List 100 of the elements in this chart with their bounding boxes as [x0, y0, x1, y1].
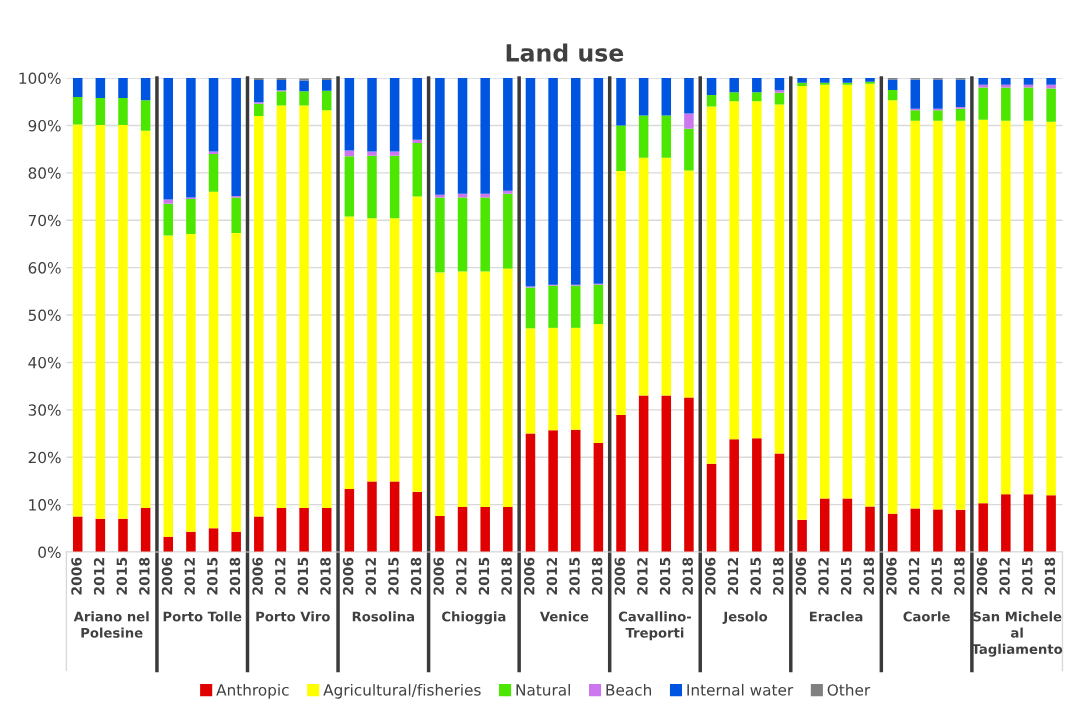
x-tick-label: 2015 [569, 557, 580, 595]
bar [593, 284, 604, 325]
x-tick-label: 2012 [365, 558, 377, 595]
x-tick-label: 2018 [320, 557, 331, 595]
bar [276, 105, 287, 508]
bar [503, 78, 513, 191]
bar [208, 78, 219, 152]
bar [638, 157, 649, 396]
text: Rosolina [352, 611, 415, 622]
y-tick-label: 50% [28, 309, 61, 322]
x-tick-label: 2015 [750, 557, 761, 595]
bar [955, 79, 966, 107]
bar [910, 120, 921, 509]
x-tick-label: 2015 [388, 557, 399, 595]
bar [774, 453, 785, 553]
bar [865, 506, 875, 553]
bar [72, 124, 83, 517]
x-tick-label: 2015 [1022, 557, 1033, 595]
bar [367, 481, 377, 553]
bar [231, 197, 241, 234]
text: Ariano nel Polesine [73, 611, 149, 638]
bar [276, 91, 287, 106]
bar [729, 92, 739, 102]
x-tick-label: 2015 [840, 557, 852, 595]
bar [72, 78, 83, 97]
bar [344, 78, 355, 151]
bar [95, 124, 106, 519]
bar [299, 80, 309, 92]
legend-label: Anthropic [216, 683, 289, 699]
bar [72, 516, 83, 553]
legend-label: Other [827, 683, 871, 696]
x-tick-label: 2006 [886, 557, 897, 595]
bar [503, 268, 513, 508]
y-tick-label: 10% [29, 499, 61, 511]
legend-label: Agricultural/fisheries [323, 683, 481, 699]
text: Porto Tolle [163, 611, 242, 622]
bar [548, 327, 558, 431]
bar [706, 95, 717, 107]
y-tick-label: 60% [28, 262, 61, 274]
bar [548, 430, 558, 553]
bar [344, 156, 355, 217]
bar [570, 78, 581, 285]
bar [503, 193, 513, 269]
bar [254, 79, 264, 103]
bar [684, 78, 694, 114]
bar [706, 463, 717, 553]
x-tick-label: 2006 [71, 557, 82, 595]
bar [321, 110, 332, 508]
text: Chioggia [442, 611, 506, 625]
bar [480, 271, 490, 508]
x-tick-label: 2012 [999, 558, 1010, 595]
x-tick-label: 2006 [342, 557, 354, 595]
bar [978, 503, 988, 553]
bar [616, 78, 626, 126]
chart-title: Land use [506, 43, 624, 62]
x-tick-label: 2018 [139, 557, 150, 595]
bar [570, 429, 581, 553]
x-tick-label: 2018 [1044, 557, 1056, 595]
text: Jesolo [722, 611, 768, 624]
bar [118, 78, 128, 98]
x-tick-label: 2012 [908, 558, 920, 595]
x-tick-label: 2012 [818, 558, 829, 595]
bar [548, 78, 558, 285]
bar [231, 78, 241, 197]
bar [797, 519, 807, 553]
bar [140, 130, 151, 508]
bar [389, 481, 400, 553]
bar [752, 92, 762, 102]
x-tick-label: 2012 [546, 558, 558, 595]
bar [1001, 87, 1011, 121]
bar [910, 508, 921, 553]
bar [570, 327, 581, 430]
bar [752, 438, 762, 553]
bar [480, 197, 490, 272]
y-tick-label: 80% [28, 167, 61, 179]
x-tick-label: 2015 [116, 557, 128, 595]
bar [118, 518, 128, 553]
text: Porto Viro [256, 611, 330, 622]
x-tick-label: 2006 [976, 557, 988, 595]
bar [593, 78, 604, 284]
bar [1046, 88, 1056, 122]
bar [706, 78, 717, 96]
bar [933, 120, 943, 510]
x-tick-label: 2018 [410, 557, 422, 595]
bar [1001, 494, 1011, 553]
bar [797, 86, 807, 520]
bar [480, 78, 490, 194]
bar [842, 84, 853, 499]
bar [231, 233, 241, 532]
bar [276, 507, 287, 553]
bar [186, 198, 196, 234]
bar [661, 395, 672, 553]
bar [1001, 120, 1011, 495]
x-tick-label: 2018 [591, 557, 603, 595]
legend-label: Internal water [687, 683, 794, 696]
bar [389, 155, 400, 219]
bar [774, 92, 785, 105]
bar [661, 115, 672, 158]
bar [208, 153, 219, 192]
bar [1046, 495, 1056, 553]
